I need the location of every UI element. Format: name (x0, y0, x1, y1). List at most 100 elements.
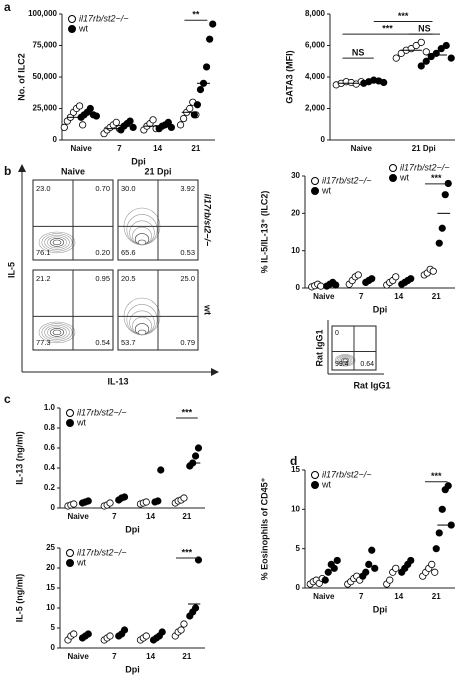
y-axis-label: GATA3 (MFI) (284, 50, 294, 103)
data-point (120, 626, 129, 634)
y-tick-label: 5 (51, 623, 56, 632)
quadrant-value: 99.4 (335, 361, 349, 368)
data-point (191, 452, 200, 460)
legend-swatch (311, 177, 319, 185)
data-point (432, 545, 440, 553)
data-point (142, 498, 150, 506)
x-tick-label: 21 (432, 592, 441, 601)
data-point (180, 114, 188, 123)
panel-letter: d (290, 454, 297, 468)
legend-label: il17rb/st2−/− (77, 407, 127, 417)
x-axis-label: Dpi (125, 524, 140, 534)
data-point (422, 57, 430, 65)
data-point (429, 267, 437, 275)
legend-label: il17rb/st2−/− (79, 13, 129, 23)
data-point (142, 632, 150, 640)
data-point (441, 191, 449, 199)
legend-swatch (66, 409, 74, 417)
quadrant-value: 77.3 (36, 338, 51, 347)
y-tick-label: 10 (291, 246, 300, 255)
y-axis-label: IL-5 (ng/ml) (14, 574, 24, 623)
significance-label: NS (352, 47, 365, 57)
legend-label: wt (78, 23, 88, 33)
data-point (84, 630, 92, 638)
data-point (333, 556, 341, 565)
data-point (202, 63, 211, 71)
x-tick-label: Naive (313, 292, 335, 301)
data-point (176, 121, 185, 129)
x-tick-label: 21 (182, 652, 191, 661)
x-tick-label: 21 (191, 144, 200, 153)
contour (52, 329, 62, 336)
flow-row-label: il17rb/st2−/− (203, 194, 213, 247)
x-tick-label: Naive (313, 592, 335, 601)
y-tick-label: 10 (46, 603, 55, 612)
flow-column-label: Naive (61, 166, 85, 176)
y-tick-label: 15 (291, 465, 300, 474)
data-point (106, 632, 114, 640)
contour (341, 357, 350, 363)
data-point (167, 123, 175, 132)
y-tick-label: 5 (296, 544, 301, 553)
legend-label: il17rb/st2−/− (77, 547, 127, 557)
y-tick-label: 0.4 (44, 463, 56, 472)
x-tick-label: 7 (112, 652, 117, 661)
quadrant-value: 30.0 (121, 184, 136, 193)
contour (342, 358, 348, 362)
x-tick-label: 7 (117, 144, 122, 153)
y-tick-label: 8,000 (305, 9, 326, 18)
quadrant-value: 0 (335, 330, 339, 337)
data-point (75, 102, 84, 110)
data-point (392, 564, 400, 572)
significance-label: *** (398, 11, 409, 21)
flow-column-label: 21 Dpi (144, 166, 171, 176)
data-point (86, 104, 94, 113)
x-axis-label: Dpi (373, 604, 388, 614)
data-point (417, 62, 425, 70)
data-point (177, 626, 185, 634)
legend-swatch (66, 559, 74, 567)
contour (339, 356, 351, 364)
quadrant-value: 53.7 (121, 338, 136, 347)
data-point (157, 466, 165, 474)
x-tick-label: 14 (153, 144, 162, 153)
y-tick-label: 0 (321, 135, 326, 144)
y-tick-label: 15 (46, 583, 55, 592)
significance-label: NS (418, 24, 431, 34)
y-tick-label: 30 (291, 171, 300, 180)
legend-label: wt (76, 417, 86, 427)
quadrant-value: 25.0 (180, 274, 195, 283)
contour (41, 233, 73, 252)
x-tick-label: 21 Dpi (412, 144, 436, 153)
data-point (437, 45, 445, 53)
data-point (190, 111, 198, 119)
y-tick-label: 0 (53, 135, 58, 144)
y-tick-label: 0.8 (44, 423, 56, 432)
data-point (438, 505, 446, 513)
y-tick-label: 0 (51, 643, 56, 652)
data-point (368, 275, 376, 283)
y-tick-label: 100,000 (28, 9, 57, 18)
legend-label: wt (76, 557, 86, 567)
data-point (70, 500, 78, 508)
quadrant-value: 0.70 (95, 184, 110, 193)
data-point (92, 112, 101, 120)
data-point (371, 564, 379, 572)
x-tick-label: 14 (146, 652, 155, 661)
y-axis-label: % IL-5/IL-13⁺ (ILC2) (259, 191, 269, 274)
data-point (154, 497, 162, 505)
significance-label: *** (431, 173, 442, 183)
data-point (442, 41, 450, 50)
data-point (106, 499, 114, 507)
data-point (435, 239, 443, 247)
y-tick-label: 25 (46, 543, 55, 552)
quadrant-value: 0.54 (95, 338, 110, 347)
x-tick-label: 14 (394, 292, 403, 301)
contour (47, 236, 67, 249)
iso-y-label: Rat IgG1 (314, 329, 324, 366)
x-tick-label: 7 (359, 592, 364, 601)
legend-swatch (68, 25, 76, 33)
flow-x-label: IL-13 (107, 376, 128, 386)
data-point (84, 497, 92, 505)
legend-swatch (389, 164, 397, 172)
